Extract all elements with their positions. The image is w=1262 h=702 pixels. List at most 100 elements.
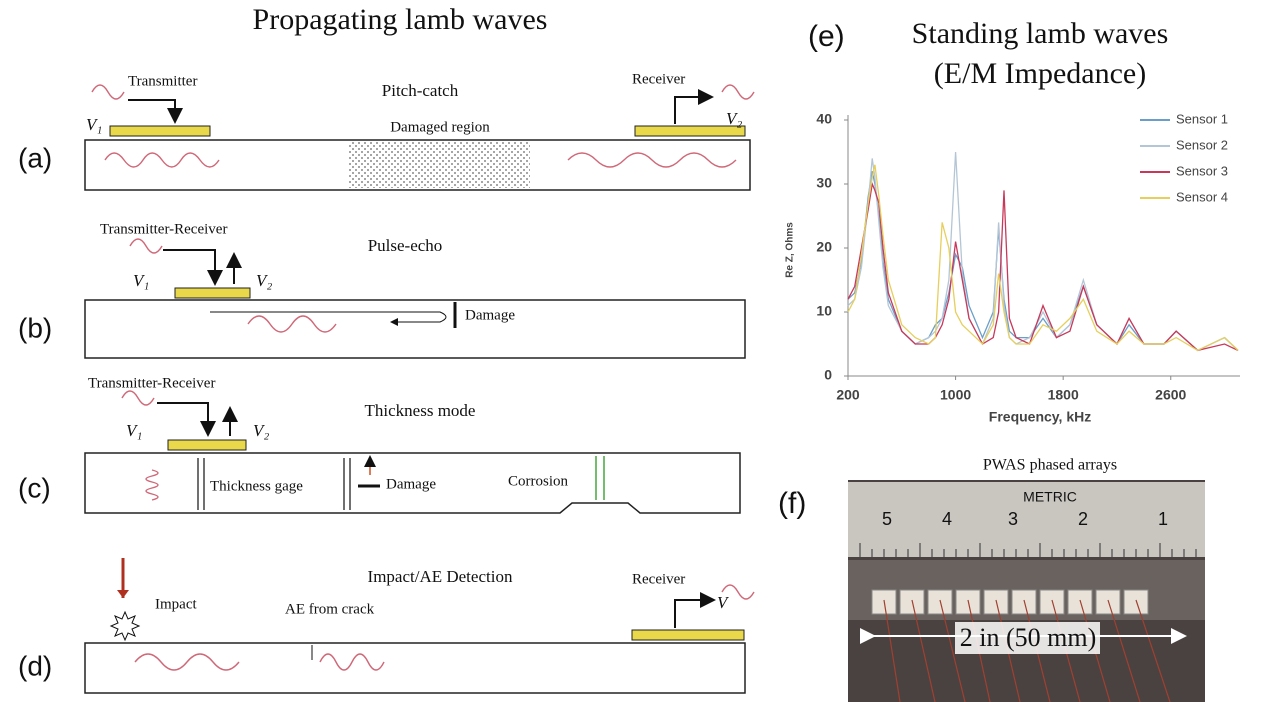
transducer [631, 629, 745, 641]
label: Corrosion [508, 473, 569, 489]
arrow [163, 249, 223, 286]
label: V₁ [126, 421, 142, 440]
x-tick-label: 1800 [1048, 387, 1079, 403]
wave [145, 469, 159, 501]
transducer [634, 125, 746, 137]
corrosion-arrows [595, 456, 605, 500]
ruler-number: 4 [942, 509, 952, 529]
panel-label: (e) [808, 20, 845, 53]
y-axis-label: Re Z, Ohms [785, 222, 796, 278]
panel-f: PWAS phased arrays (f) 2 in (50 mm) METR… [778, 457, 1205, 702]
pwas-array [871, 589, 1149, 615]
damage-arrows [343, 458, 351, 510]
panel-d: Impact/AE Detection Impact AE from crack… [18, 558, 755, 694]
arrow [674, 592, 716, 628]
label: Receiver [632, 71, 685, 87]
panel-label: (c) [18, 472, 51, 503]
y-tick-label: 0 [824, 367, 832, 383]
ruler-number: 1 [1158, 509, 1168, 529]
label: Thickness mode [365, 401, 476, 420]
plate [84, 299, 746, 359]
impact-arrowhead [117, 590, 129, 598]
panel-label: (a) [18, 142, 52, 173]
label: Receiver [632, 571, 685, 587]
legend-label: Sensor 4 [1176, 189, 1228, 204]
ruler-label: METRIC [1023, 489, 1077, 505]
label: Transmitter [128, 73, 197, 89]
arrow [674, 89, 714, 124]
wave [91, 84, 125, 100]
label: V [717, 593, 730, 612]
series-line [847, 164, 1239, 352]
scale-backdrop [955, 622, 1100, 654]
series-line [847, 181, 1239, 352]
transducer [174, 287, 251, 299]
panel-title: Propagating lamb waves [253, 3, 548, 36]
photo-title: PWAS phased arrays [983, 457, 1117, 474]
label: Impact/AE Detection [368, 567, 513, 586]
plate [84, 452, 741, 514]
wave [721, 84, 755, 100]
panel-label: (b) [18, 312, 52, 343]
ruler-number: 3 [1008, 509, 1018, 529]
echo-path [210, 311, 447, 326]
wave [129, 238, 163, 254]
label: V₂ [726, 109, 742, 128]
wave [104, 152, 220, 168]
label: V₂ [253, 421, 269, 440]
x-tick-label: 1000 [940, 387, 971, 403]
transducer [167, 439, 247, 451]
impact-star [109, 610, 141, 642]
legend-label: Sensor 2 [1176, 137, 1228, 152]
label: Damaged region [390, 119, 490, 135]
chart: (e) Standing lamb waves (E/M Impedance) … [785, 17, 1240, 425]
label: Damage [465, 307, 515, 323]
label: Pulse-echo [368, 236, 443, 255]
ruler-ticks [859, 543, 1197, 557]
damaged-region [348, 142, 530, 188]
thickness-arrows [197, 458, 205, 510]
y-tick-label: 30 [816, 175, 832, 191]
label: V₂ [256, 271, 272, 290]
panel-a: Transmitter Pitch-catch Damaged region R… [18, 71, 755, 191]
panel-label: (d) [18, 650, 52, 681]
x-tick-label: 200 [836, 387, 860, 403]
y-tick-label: 20 [816, 239, 832, 255]
wave [567, 152, 737, 168]
plate [84, 642, 746, 694]
ruler [848, 482, 1205, 557]
wave [721, 584, 755, 600]
legend-label: Sensor 1 [1176, 111, 1228, 126]
wave [121, 390, 155, 406]
label: Pitch-catch [382, 81, 459, 100]
panel-c: Transmitter-Receiver Thickness mode V₁ V… [18, 375, 741, 514]
label: V₁ [86, 115, 102, 134]
label: V₁ [133, 271, 149, 290]
legend-label: Sensor 3 [1176, 163, 1228, 178]
y-tick-label: 10 [816, 303, 832, 319]
chart-subtitle: (E/M Impedance) [934, 57, 1146, 90]
ruler-number: 2 [1078, 509, 1088, 529]
wave [319, 653, 385, 671]
arrow [157, 402, 216, 437]
x-tick-label: 2600 [1155, 387, 1186, 403]
x-axis-label: Frequency, kHz [989, 409, 1091, 425]
wave [247, 315, 337, 333]
label: AE from crack [285, 601, 375, 617]
label: Transmitter-Receiver [100, 221, 227, 237]
arrow [128, 99, 183, 124]
ruler-number: 5 [882, 509, 892, 529]
scale-label: 2 in (50 mm) [960, 623, 1097, 652]
series-line [847, 151, 1239, 352]
label: Damage [386, 476, 436, 492]
label: Transmitter-Receiver [88, 375, 215, 391]
panel-b: Transmitter-Receiver Pulse-echo V₁ V₂ Da… [18, 221, 746, 359]
panel-label: (f) [778, 487, 806, 520]
label: Thickness gage [210, 478, 303, 494]
label: Impact [155, 596, 197, 612]
wave [134, 653, 240, 671]
transducer [109, 125, 211, 137]
y-tick-label: 40 [816, 111, 832, 127]
